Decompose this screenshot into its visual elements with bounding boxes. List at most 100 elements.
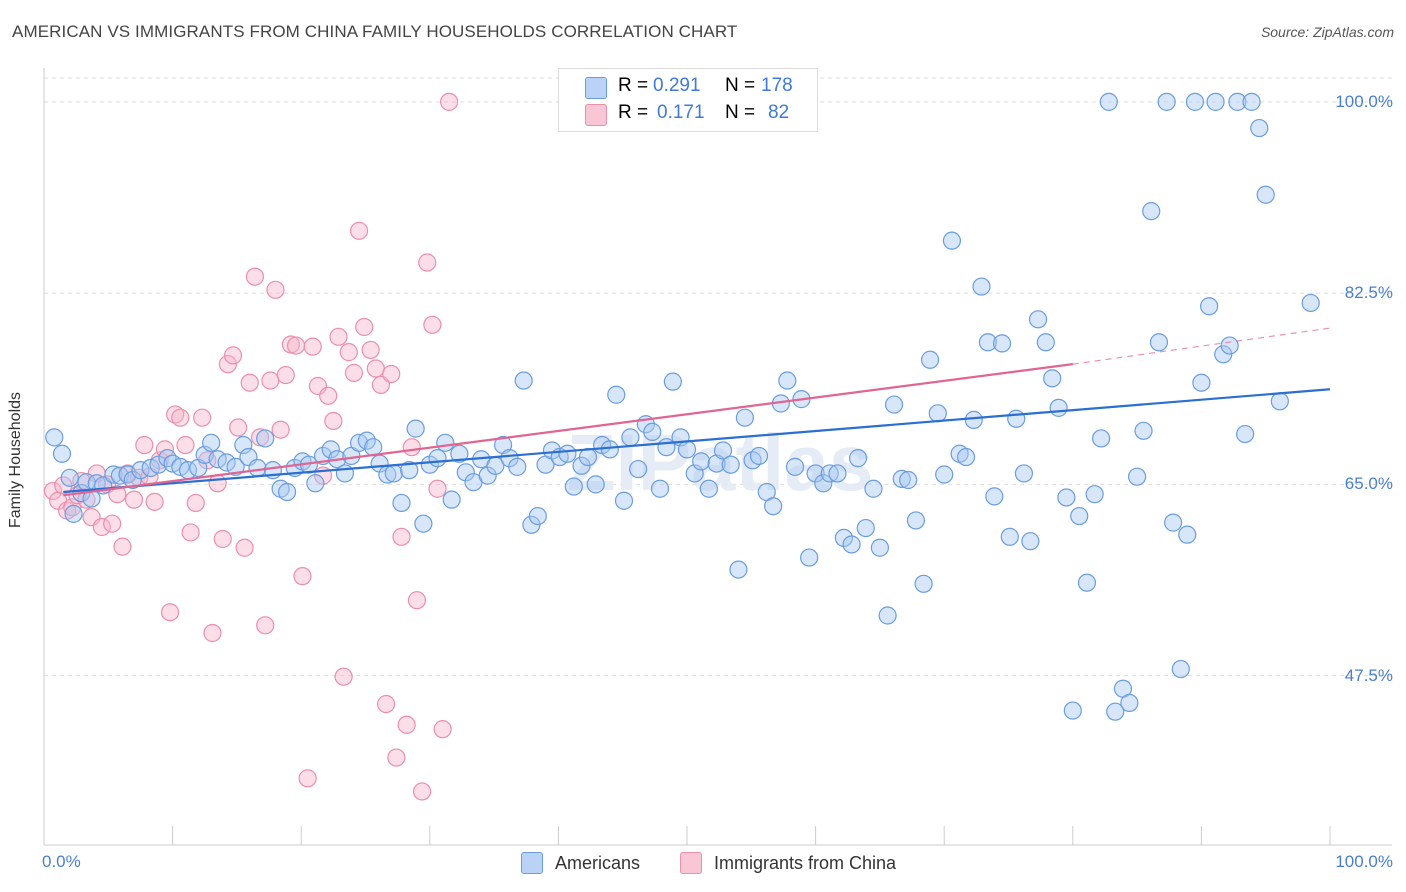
americans-point xyxy=(1250,118,1269,138)
americans-point xyxy=(985,487,1004,506)
americans-point xyxy=(1220,336,1239,355)
americans-point xyxy=(456,463,475,482)
americans-point xyxy=(528,506,547,526)
china-point xyxy=(223,346,243,365)
americans-point xyxy=(806,464,825,483)
americans-point xyxy=(400,461,419,480)
americans-point xyxy=(104,465,123,484)
axes xyxy=(43,68,1392,846)
americans-point xyxy=(1256,185,1275,204)
americans-point xyxy=(692,452,711,471)
china-legend-swatch xyxy=(680,852,702,874)
americans-point xyxy=(972,277,991,296)
americans-point xyxy=(1063,701,1082,720)
series-legend: Americans Immigrants from China xyxy=(0,852,1406,876)
americans-point xyxy=(60,468,79,487)
americans-point xyxy=(564,477,583,496)
americans-point xyxy=(607,385,626,404)
china-point xyxy=(303,337,322,356)
americans-point xyxy=(149,455,168,474)
americans-point xyxy=(842,535,861,554)
china-point xyxy=(203,623,222,643)
americans-point xyxy=(450,444,469,463)
americans-point xyxy=(335,464,355,483)
americans-point xyxy=(1007,409,1026,428)
americans-point xyxy=(1270,392,1289,411)
stats-legend: R = 0.291 N = 178 R = 0.171 N = 82 xyxy=(558,68,818,132)
americans-point xyxy=(1085,485,1104,504)
americans-swatch xyxy=(585,77,607,99)
n-label: N = xyxy=(725,102,756,123)
china-point xyxy=(213,529,232,549)
china-point xyxy=(349,221,369,240)
americans-point xyxy=(1200,297,1219,316)
americans-point xyxy=(992,334,1012,353)
china-point xyxy=(208,474,227,493)
china-point xyxy=(344,363,364,382)
china-point xyxy=(261,371,280,390)
china-point xyxy=(186,493,205,513)
americans-point xyxy=(1192,373,1211,392)
americans-point xyxy=(1014,464,1034,483)
r-value-americans: 0.291 xyxy=(653,75,701,96)
legend-label-americans: Americans xyxy=(555,852,641,873)
china-point xyxy=(319,386,338,405)
americans-point xyxy=(514,371,533,390)
china-point xyxy=(145,492,164,511)
americans-point xyxy=(621,428,640,447)
r-label: R = xyxy=(618,75,649,96)
americans-point xyxy=(764,497,783,516)
china-point xyxy=(407,591,427,610)
china-point xyxy=(329,327,348,346)
americans-point xyxy=(1070,506,1089,526)
china-point xyxy=(433,720,452,739)
americans-point xyxy=(1164,513,1183,532)
china-point xyxy=(361,340,380,360)
americans-point xyxy=(878,606,897,625)
americans-point xyxy=(45,428,64,447)
americans-point xyxy=(884,395,904,414)
americans-point xyxy=(256,429,275,448)
china-point xyxy=(397,715,416,734)
americans-point xyxy=(920,350,940,369)
americans-point xyxy=(856,518,875,538)
trend-lines xyxy=(63,327,1331,497)
americans-point xyxy=(1091,429,1111,448)
americans-point xyxy=(814,474,833,493)
americans-point xyxy=(1242,92,1261,111)
n-label: N = xyxy=(725,75,756,96)
china-point xyxy=(181,523,200,542)
americans-point xyxy=(1228,92,1247,111)
americans-point xyxy=(202,433,221,452)
china-point xyxy=(176,435,195,455)
americans-point xyxy=(1178,525,1197,544)
americans-point xyxy=(935,465,954,484)
americans-point xyxy=(828,464,847,483)
americans-point xyxy=(306,474,325,493)
china-point xyxy=(276,365,295,385)
americans-point xyxy=(643,422,662,441)
china-point xyxy=(428,479,447,498)
americans-point xyxy=(1134,421,1153,440)
china-point xyxy=(339,343,358,362)
americans-point xyxy=(892,469,911,488)
y-tick-label: 65.0% xyxy=(1344,474,1393,494)
americans-point xyxy=(978,333,998,352)
y-tick-label: 100.0% xyxy=(1335,91,1393,111)
americans-point xyxy=(928,404,947,423)
americans-point xyxy=(1157,92,1176,111)
series-china-points xyxy=(43,92,459,801)
americans-point xyxy=(650,479,670,498)
china-point xyxy=(166,405,185,424)
americans-point xyxy=(848,449,868,468)
x-tick-label-min: 0.0% xyxy=(42,852,81,871)
china-point xyxy=(108,485,127,504)
americans-point xyxy=(870,538,890,557)
china-point xyxy=(293,567,312,586)
legend-item-americans: Americans xyxy=(521,852,640,874)
china-point xyxy=(412,782,432,801)
americans-point xyxy=(906,511,926,530)
n-value-china: 82 xyxy=(768,102,790,123)
americans-point xyxy=(277,482,297,502)
